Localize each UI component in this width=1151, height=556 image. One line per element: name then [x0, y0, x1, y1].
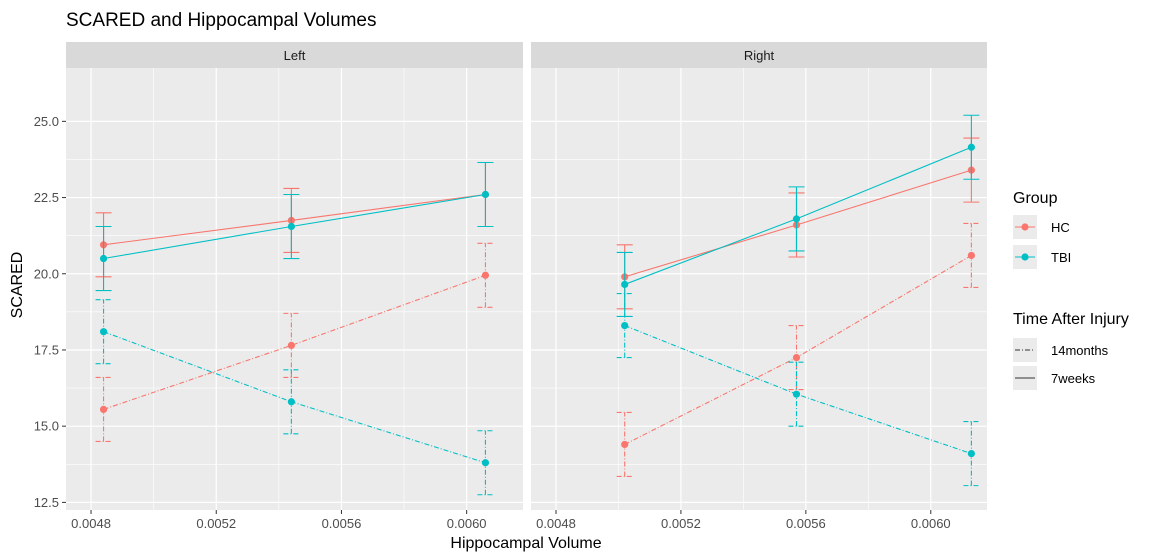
data-point: [99, 254, 108, 263]
strip-background: [531, 42, 987, 68]
data-point: [967, 143, 975, 151]
data-point: [287, 341, 295, 349]
data-point: [792, 353, 801, 362]
legend-group-title: Group: [1013, 190, 1058, 207]
legend-time-label: 14months: [1051, 343, 1109, 358]
series-hc-14months: [616, 222, 980, 478]
panels: Left 0.0048 0.0052 0.0056 0.0060 12.5 15.0 17.5…: [34, 42, 987, 531]
data-point: [967, 251, 975, 260]
series-tbi-14months: [616, 293, 980, 487]
data-point: [621, 280, 629, 289]
x-tick-label: 0.0060: [447, 516, 487, 531]
data-point: [99, 328, 108, 336]
data-point: [621, 440, 629, 449]
x-tick-label: 0.0048: [536, 516, 576, 531]
legend-group-label: TBI: [1051, 250, 1071, 265]
legend: Group HC TBI Time After Injury 14months 7week…: [1013, 190, 1129, 390]
data-point: [621, 321, 629, 330]
data-point: [287, 222, 295, 231]
x-tick-label: 0.0056: [786, 516, 826, 531]
x-tick-label: 0.0060: [911, 516, 951, 531]
panel-left: Left 0.0048 0.0052 0.0056 0.0060 12.5 15.0 17.5…: [34, 42, 523, 531]
x-tick-label: 0.0052: [196, 516, 236, 531]
legend-time-label: 7weeks: [1051, 371, 1096, 386]
data-point: [481, 190, 490, 199]
data-point: [99, 405, 108, 414]
legend-key-point: [1021, 223, 1029, 231]
strip-label: Right: [744, 48, 775, 63]
y-tick-label: 25.0: [34, 114, 59, 129]
data-point: [967, 450, 975, 458]
y-tick-label: 17.5: [34, 342, 59, 357]
legend-group-label: HC: [1051, 220, 1070, 235]
legend-key-point: [1021, 253, 1029, 261]
x-tick-label: 0.0056: [322, 516, 362, 531]
y-tick-label: 20.0: [34, 266, 59, 281]
panel-right: Right 0.0048 0.0052 0.0056 0.0060: [531, 42, 987, 531]
x-tick-label: 0.0052: [661, 516, 701, 531]
data-point: [287, 398, 295, 406]
y-tick-label: 15.0: [34, 419, 59, 434]
legend-time-title: Time After Injury: [1013, 311, 1129, 328]
series-tbi-7weeks: [95, 161, 494, 292]
x-axis-title: Hippocampal Volume: [450, 535, 601, 552]
series-tbi-14months: [95, 299, 494, 496]
data-point: [792, 215, 801, 223]
y-axis-title: SCARED: [9, 252, 26, 319]
series-tbi-7weeks: [616, 114, 980, 317]
x-tick-label: 0.0048: [71, 516, 111, 531]
strip-label: Left: [284, 48, 306, 63]
data-point: [481, 271, 490, 279]
plot-background: [66, 68, 523, 510]
chart-title: SCARED and Hippocampal Volumes: [66, 10, 377, 31]
y-tick-label: 22.5: [34, 190, 59, 205]
series-hc-14months: [95, 242, 494, 442]
data-point: [792, 390, 801, 398]
strip-background: [66, 42, 523, 68]
data-point: [481, 459, 490, 467]
y-tick-label: 12.5: [34, 495, 59, 510]
plot-background: [531, 68, 987, 510]
